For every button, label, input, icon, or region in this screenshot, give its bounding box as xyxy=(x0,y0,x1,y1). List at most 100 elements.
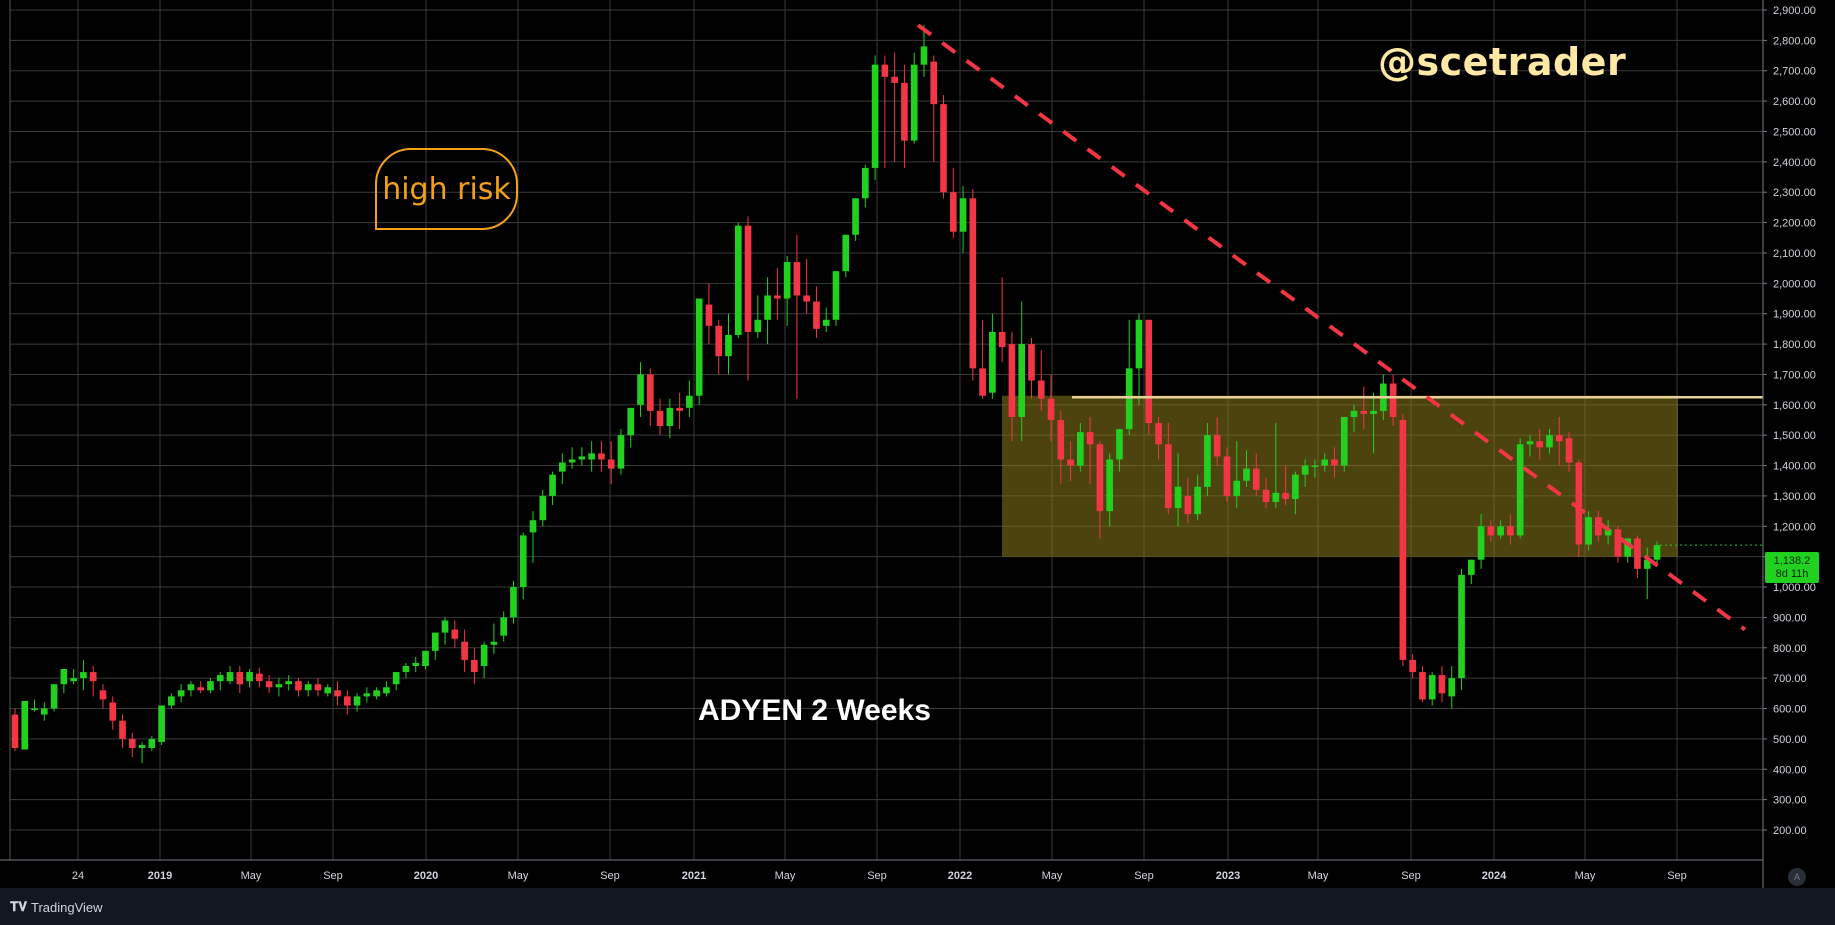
candle-up xyxy=(852,198,859,235)
bar-countdown: 8d 11h xyxy=(1775,568,1809,580)
candle-up xyxy=(70,678,77,682)
candle-up xyxy=(21,700,29,750)
y-tick-label: 2,200.00 xyxy=(1773,218,1816,230)
candle-down xyxy=(656,410,664,427)
candle-up xyxy=(246,672,253,682)
x-tick-label: May xyxy=(1575,870,1596,882)
x-tick-label: May xyxy=(1308,870,1329,882)
candle-up xyxy=(1321,459,1329,466)
candle-up xyxy=(627,407,635,436)
candle-up xyxy=(1018,344,1026,417)
candle-up xyxy=(148,738,156,748)
x-tick-label: May xyxy=(508,870,529,882)
y-tick-label: 800.00 xyxy=(1773,643,1807,655)
candle-down xyxy=(1282,492,1289,499)
candle-down xyxy=(1145,319,1153,424)
candle-up xyxy=(861,167,869,199)
candle-down xyxy=(1419,672,1426,700)
candle-down xyxy=(1028,344,1035,381)
candle-up xyxy=(324,687,332,694)
x-tick-label: 2022 xyxy=(948,870,972,882)
watermark-text: @scetrader xyxy=(1378,40,1627,84)
candle-up xyxy=(1604,529,1612,536)
candle-down xyxy=(334,690,341,697)
candle-up xyxy=(441,620,449,633)
candle-up xyxy=(637,374,644,405)
candle-up xyxy=(40,708,48,715)
candle-down xyxy=(744,225,752,332)
candle-up xyxy=(1624,538,1632,557)
x-tick-label: 2024 xyxy=(1482,870,1507,882)
candle-up xyxy=(1243,468,1250,481)
candle-up xyxy=(158,705,165,742)
last-price-value: 1,138.2 xyxy=(1773,555,1811,567)
candle-down xyxy=(256,673,263,682)
candle-up xyxy=(725,334,732,357)
candle-up xyxy=(275,684,283,688)
candle-down xyxy=(1252,468,1260,490)
candle-up xyxy=(216,675,224,682)
candle-down xyxy=(891,76,898,83)
candle-up xyxy=(1311,465,1319,468)
y-tick-label: 2,000.00 xyxy=(1773,278,1816,290)
candle-up xyxy=(490,641,498,645)
candle-up xyxy=(1653,545,1661,560)
x-tick-label: 2021 xyxy=(682,870,706,882)
candle-down xyxy=(1008,344,1016,417)
y-tick-label: 1,300.00 xyxy=(1773,491,1816,503)
candle-up xyxy=(510,587,517,618)
candle-down xyxy=(1575,462,1583,545)
candle-down xyxy=(109,702,117,721)
range-zone xyxy=(1002,395,1678,557)
candle-down xyxy=(89,672,97,682)
tradingview-logo[interactable]: 𝐓𝐕 TradingView xyxy=(10,899,103,915)
candle-up xyxy=(549,474,556,496)
candle-down xyxy=(119,720,126,739)
candle-up xyxy=(177,690,185,697)
candle-down xyxy=(461,641,468,660)
candle-up xyxy=(1106,459,1113,512)
candle-down xyxy=(314,684,322,691)
y-tick-label: 400.00 xyxy=(1773,764,1807,776)
candle-down xyxy=(813,301,820,329)
candle-down xyxy=(979,368,986,396)
candle-down xyxy=(1057,420,1065,460)
candle-up xyxy=(1585,517,1592,545)
candle-down xyxy=(1565,438,1573,463)
candle-down xyxy=(265,681,273,688)
candle-up xyxy=(373,690,380,697)
candle-down xyxy=(343,696,351,706)
candle-down xyxy=(1595,517,1602,536)
candle-down xyxy=(676,407,683,411)
x-tick-label: Sep xyxy=(867,870,887,882)
candle-up xyxy=(50,684,58,709)
auto-scale-button[interactable]: A xyxy=(1788,868,1806,886)
candle-up xyxy=(31,708,38,711)
chart-title: ADYEN 2 Weeks xyxy=(698,694,931,727)
candle-up xyxy=(1272,492,1280,502)
candle-up xyxy=(1301,465,1309,475)
high-risk-callout[interactable]: high risk xyxy=(375,148,518,230)
candle-down xyxy=(940,104,947,193)
candle-down xyxy=(295,681,302,691)
candle-up xyxy=(1458,574,1465,679)
candle-down xyxy=(881,64,889,77)
callout-text: high risk xyxy=(382,171,511,207)
y-tick-label: 1,400.00 xyxy=(1773,461,1816,473)
tradingview-icon: 𝐓𝐕 xyxy=(10,899,27,914)
y-tick-label: 2,300.00 xyxy=(1773,187,1816,199)
candle-down xyxy=(1047,398,1055,420)
candle-down xyxy=(598,453,605,460)
y-tick-label: 300.00 xyxy=(1773,795,1807,807)
candle-up xyxy=(695,298,703,396)
range-box xyxy=(1002,395,1678,557)
candle-down xyxy=(949,192,957,232)
candle-up xyxy=(500,617,508,636)
y-tick-label: 2,800.00 xyxy=(1773,35,1816,47)
x-tick-label: Sep xyxy=(1134,870,1154,882)
x-tick-label: May xyxy=(775,870,796,882)
candle-up xyxy=(1135,319,1143,369)
candle-up xyxy=(959,198,967,232)
candle-down xyxy=(1507,526,1514,536)
